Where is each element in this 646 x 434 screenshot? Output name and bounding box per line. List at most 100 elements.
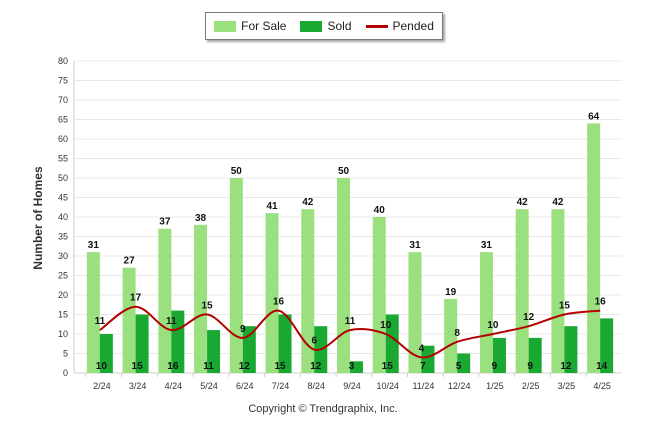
legend-label-for-sale: For Sale [241, 19, 287, 33]
data-label-for-sale: 27 [124, 256, 136, 267]
data-label-sold: 15 [274, 361, 286, 372]
data-label-pended: 11 [166, 316, 177, 327]
data-label-pended: 10 [487, 320, 499, 331]
bar-for-sale [408, 252, 422, 373]
y-tick-label: 5 [63, 349, 68, 359]
x-tick-label: 5/24 [200, 381, 218, 391]
x-tick-label: 7/24 [272, 381, 290, 391]
bar-sold [99, 334, 113, 373]
legend-item-pended[interactable]: Pended [365, 19, 434, 33]
data-label-pended: 11 [345, 316, 356, 327]
x-tick-label: 4/24 [165, 381, 183, 391]
data-label-for-sale: 64 [588, 111, 600, 122]
bar-for-sale [587, 123, 601, 374]
data-label-for-sale: 50 [231, 166, 243, 177]
copyright-text: Copyright © Trendgraphix, Inc. [248, 403, 398, 415]
x-tick-label: 4/25 [593, 381, 611, 391]
y-tick-label: 65 [58, 115, 68, 125]
legend-label-sold: Sold [327, 19, 352, 33]
pended-line-icon [365, 24, 388, 28]
data-label-pended: 6 [311, 336, 317, 347]
y-tick-label: 20 [58, 290, 68, 300]
bar-for-sale [158, 228, 172, 373]
bar-sold [564, 326, 578, 373]
x-tick-label: 2/24 [93, 381, 111, 391]
bar-sold [135, 314, 149, 373]
pended-series-line [99, 305, 601, 359]
bar-for-sale [372, 217, 386, 373]
data-label-sold: 10 [96, 361, 108, 372]
x-tick-label: 3/24 [129, 381, 147, 391]
bar-sold [528, 337, 542, 373]
y-tick-label: 60 [58, 134, 68, 144]
data-label-for-sale: 31 [409, 240, 421, 251]
data-label-for-sale: 40 [374, 205, 386, 216]
y-tick-label: 45 [58, 193, 68, 203]
data-label-pended: 8 [454, 328, 460, 339]
bar-sold [457, 353, 471, 373]
x-tick-label: 10/24 [376, 381, 399, 391]
y-tick-label: 25 [58, 271, 68, 281]
y-tick-label: 55 [58, 154, 68, 164]
x-tick-label: 2/25 [522, 381, 540, 391]
legend-label-pended: Pended [392, 19, 434, 33]
x-tick-label: 9/24 [343, 381, 361, 391]
x-tick-label: 6/24 [236, 381, 254, 391]
data-label-pended: 11 [95, 316, 106, 327]
bar-sold [385, 314, 399, 373]
bar-sold [600, 318, 614, 373]
x-tick-label: 3/25 [558, 381, 576, 391]
x-tick-label: 11/24 [413, 381, 435, 391]
y-tick-label: 70 [58, 95, 68, 105]
bar-for-sale [479, 252, 493, 373]
x-tick-label: 1/25 [486, 381, 504, 391]
y-tick-label: 30 [58, 251, 68, 261]
y-tick-label: 75 [58, 76, 68, 86]
legend-item-for-sale[interactable]: For Sale [214, 19, 286, 33]
data-label-sold: 15 [132, 361, 144, 372]
bar-sold [350, 361, 363, 373]
data-label-for-sale: 31 [481, 240, 493, 251]
x-tick-label: 8/24 [308, 381, 326, 391]
data-label-for-sale: 42 [302, 197, 314, 208]
data-label-sold: 11 [203, 361, 214, 372]
for-sale-swatch-icon [214, 20, 237, 32]
bar-for-sale [551, 209, 565, 373]
legend-item-sold[interactable]: Sold [300, 19, 352, 33]
data-label-sold: 15 [382, 361, 394, 372]
y-tick-label: 0 [63, 368, 68, 378]
bar-sold [171, 310, 185, 373]
y-tick-label: 35 [58, 232, 68, 242]
data-label-pended: 12 [523, 312, 535, 323]
data-label-sold: 14 [596, 361, 608, 372]
data-label-for-sale: 42 [517, 197, 529, 208]
bar-for-sale [337, 178, 350, 373]
data-label-sold: 12 [310, 361, 322, 372]
data-label-pended: 10 [380, 320, 392, 331]
data-label-for-sale: 38 [195, 213, 207, 224]
sold-swatch-icon [300, 20, 323, 32]
bar-for-sale [229, 178, 243, 373]
data-label-sold: 9 [527, 361, 533, 372]
data-label-sold: 16 [167, 361, 179, 372]
bar-for-sale [515, 209, 529, 373]
bar-for-sale [86, 252, 100, 373]
data-label-pended: 15 [202, 301, 214, 312]
data-label-pended: 15 [559, 301, 571, 312]
y-tick-label: 15 [58, 310, 68, 320]
bar-sold [207, 330, 221, 373]
y-tick-label: 50 [58, 173, 68, 183]
data-label-pended: 9 [240, 324, 246, 335]
data-label-for-sale: 31 [88, 240, 100, 251]
bar-for-sale [444, 298, 458, 373]
x-tick-label: 12/24 [448, 381, 471, 391]
bar-sold [492, 337, 506, 373]
chart-legend: For Sale Sold Pended [205, 12, 443, 40]
bar-sold [421, 345, 435, 373]
y-tick-label: 40 [58, 212, 68, 222]
bar-sold [278, 314, 292, 373]
y-tick-label: 10 [58, 329, 68, 339]
bar-for-sale [122, 267, 136, 373]
data-label-sold: 12 [239, 361, 251, 372]
